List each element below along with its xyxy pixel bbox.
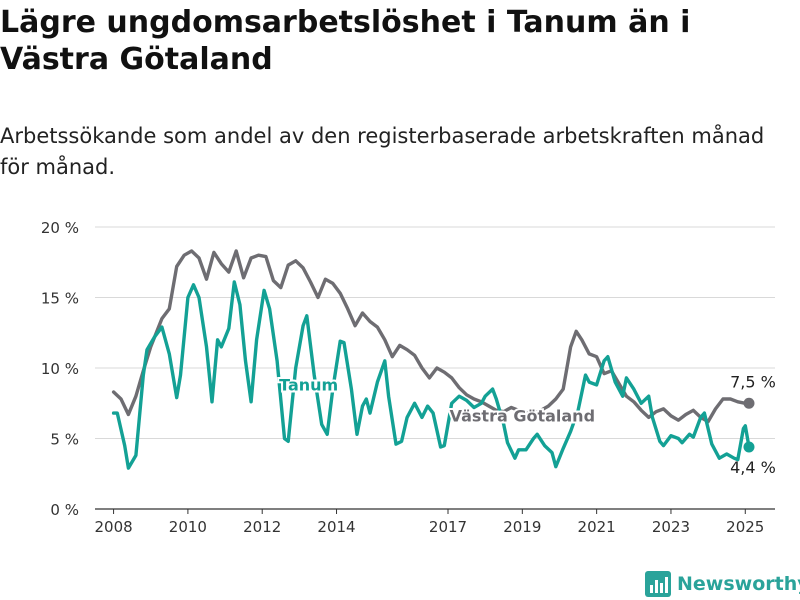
y-tick-label: 0 % (50, 501, 79, 519)
series-label-vastra-gotaland: Västra Götaland (450, 407, 595, 426)
logo-chart-icon (645, 571, 671, 597)
chart-title: Lägre ungdomsarbetslöshet i Tanum än i V… (0, 5, 691, 77)
y-tick-label: 20 % (41, 219, 79, 237)
newsworthy-logo: Newsworthy (645, 570, 800, 598)
series-end-point (743, 397, 755, 409)
x-tick-label: 2021 (578, 518, 616, 536)
y-tick-label: 5 % (50, 431, 79, 449)
x-tick-label: 2010 (169, 518, 207, 536)
series-labels: 7,5 % 4,4 % Tanum Västra Götaland (277, 372, 776, 477)
x-tick-label: 2017 (429, 518, 467, 536)
x-tick-label: 2019 (503, 518, 541, 536)
series-lines (111, 249, 755, 470)
end-value-label: 7,5 % (730, 372, 776, 391)
axes: 0 % 5 % 10 % 15 % 20 % 2008 2010 2012 2014 2017 20… (41, 219, 764, 536)
end-value-label: 4,4 % (730, 458, 776, 477)
x-tick-label: 2023 (652, 518, 690, 536)
series-label-tanum: Tanum (279, 376, 338, 395)
series-line-vastra-gotaland (111, 249, 751, 424)
x-tick-label: 2012 (243, 518, 281, 536)
x-tick-label: 2025 (726, 518, 764, 536)
chart-subtitle: Arbetssökande som andel av den registerb… (0, 124, 765, 179)
y-tick-label: 10 % (41, 360, 79, 378)
x-tick-label: 2014 (317, 518, 355, 536)
x-tick-label: 2008 (94, 518, 132, 536)
series-end-point (743, 441, 755, 453)
brand-name: Newsworthy (677, 573, 800, 595)
gridlines (95, 226, 775, 510)
series-line-tanum (111, 280, 751, 470)
y-tick-label: 15 % (41, 290, 79, 308)
